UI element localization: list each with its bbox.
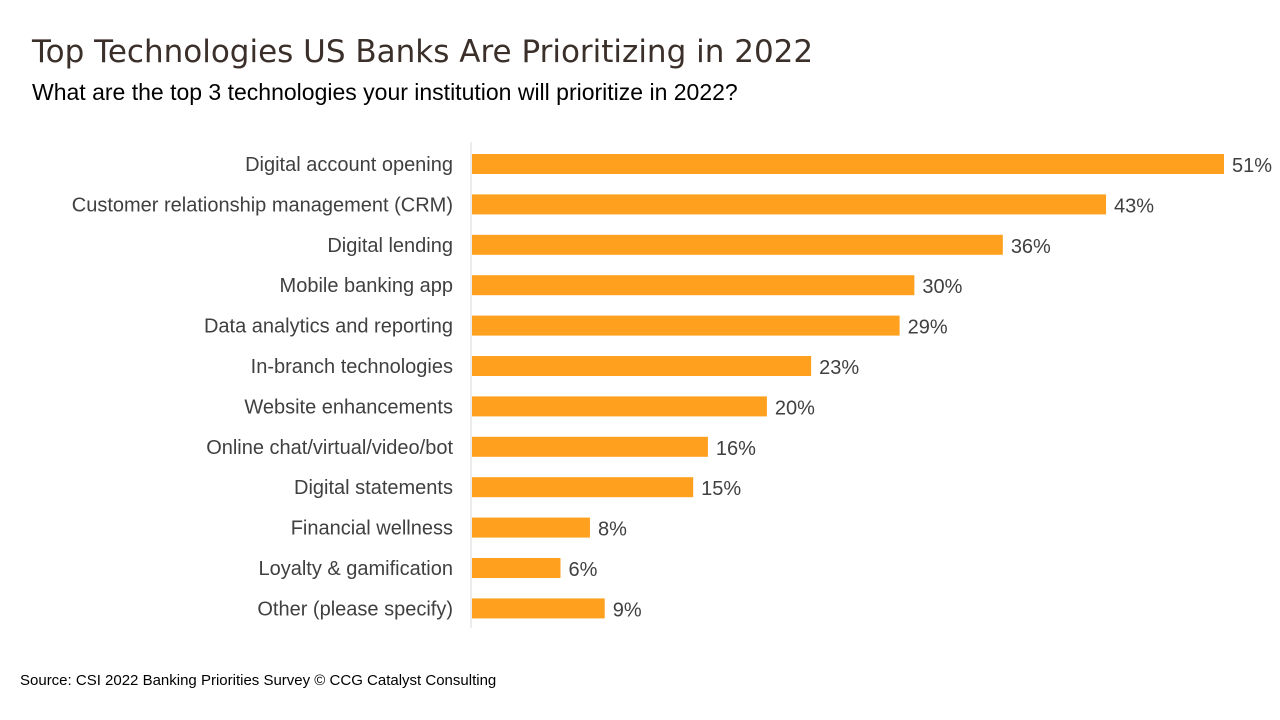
value-label: 29%	[908, 317, 948, 339]
value-label: 51%	[1232, 155, 1272, 177]
bar-3	[472, 275, 915, 296]
source-note: Source: CSI 2022 Banking Priorities Surv…	[20, 672, 497, 689]
bar-10	[472, 558, 561, 578]
category-label: In-branch technologies	[251, 356, 453, 378]
bar-chart: Digital account opening 51% Customer relat…	[72, 142, 1272, 628]
category-label: Online chat/virtual/video/bot	[206, 437, 453, 459]
value-label: 9%	[613, 599, 642, 621]
value-label: 6%	[568, 559, 597, 581]
value-label: 43%	[1114, 195, 1154, 217]
bar-11	[472, 598, 605, 619]
bar-4	[472, 315, 900, 336]
bar-0	[472, 154, 1224, 174]
category-label: Financial wellness	[291, 518, 453, 540]
bar-1	[472, 194, 1107, 215]
value-label: 30%	[922, 276, 962, 298]
category-label: Other (please specify)	[257, 598, 453, 620]
value-label: 16%	[716, 438, 756, 460]
category-label: Mobile banking app	[280, 275, 453, 297]
bar-9	[472, 517, 590, 538]
value-label: 8%	[598, 519, 627, 541]
bar-6	[472, 396, 767, 417]
value-label: 36%	[1011, 236, 1051, 258]
value-label: 23%	[819, 357, 859, 379]
value-label: 15%	[701, 478, 741, 500]
chart-subtitle: What are the top 3 technologies your ins…	[32, 79, 738, 105]
category-label: Website enhancements	[244, 396, 453, 418]
category-label: Data analytics and reporting	[204, 316, 453, 338]
value-label: 20%	[775, 397, 815, 419]
bar-8	[472, 477, 694, 498]
bars: Digital account opening 51% Customer relat…	[72, 154, 1272, 621]
category-label: Digital statements	[294, 477, 453, 499]
category-label: Digital lending	[327, 235, 453, 257]
category-label: Customer relationship management (CRM)	[72, 194, 453, 216]
bar-2	[472, 234, 1003, 255]
bar-7	[472, 436, 708, 457]
category-label: Loyalty & gamification	[258, 558, 453, 580]
bar-5	[472, 356, 812, 376]
chart-title: Top Technologies US Banks Are Prioritizi…	[32, 34, 814, 70]
category-label: Digital account opening	[245, 154, 453, 176]
